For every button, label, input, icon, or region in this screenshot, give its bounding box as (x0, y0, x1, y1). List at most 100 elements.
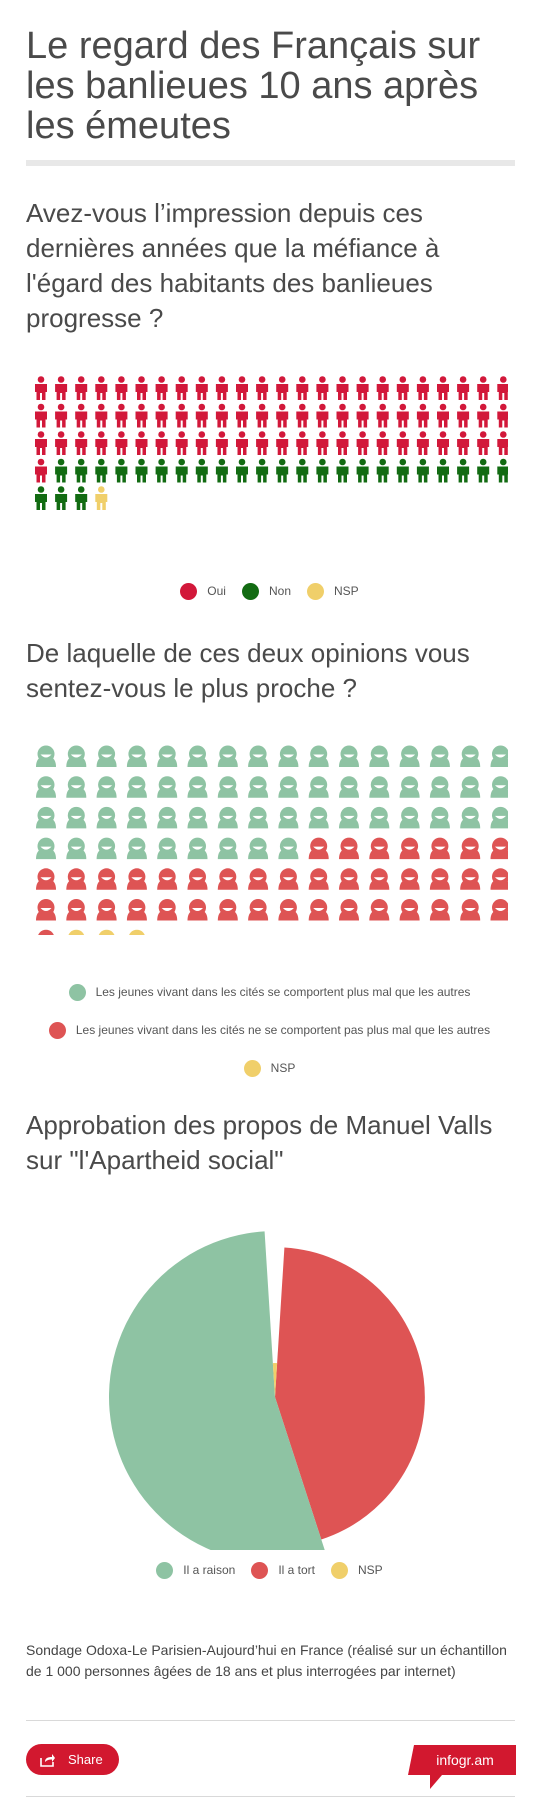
smiley-icon (339, 776, 359, 798)
smiley-icon (217, 899, 238, 921)
smiley-icon (217, 806, 238, 829)
smiley-icon (248, 899, 269, 921)
person-icon (336, 458, 349, 483)
person-icon (416, 431, 429, 455)
smiley-icon (490, 776, 508, 798)
smiley-icon (187, 837, 208, 860)
smiley-icon (187, 868, 208, 890)
smiley-icon (217, 776, 238, 798)
smiley-icon (129, 929, 145, 935)
smiley-icon (399, 745, 420, 767)
smiley-icon (429, 899, 450, 921)
smiley-icon (126, 776, 147, 798)
legend-item-nsp3: NSP (331, 1561, 383, 1579)
person-icon (195, 431, 208, 455)
legend-item-nsp: NSP (307, 582, 359, 600)
person-icon (35, 431, 47, 455)
person-icon (35, 376, 47, 400)
person-icon (215, 403, 228, 428)
legend-swatch-nsp2 (243, 1059, 261, 1077)
person-icon (396, 431, 409, 455)
person-icon (75, 376, 88, 400)
smiley-icon (248, 806, 269, 829)
smiley-icon (96, 806, 117, 829)
smiley-icon (217, 868, 238, 890)
person-icon (336, 376, 349, 400)
smiley-icon (429, 837, 450, 860)
person-icon (376, 458, 389, 483)
legend-item-pas-plus-mal: Les jeunes vivant dans les cités ne se c… (48, 1021, 490, 1039)
smiley-icon (157, 745, 178, 767)
person-icon (95, 431, 108, 455)
smiley-icon (460, 806, 481, 829)
smiley-icon (66, 868, 87, 890)
person-icon (35, 458, 47, 483)
smiley-icon (399, 868, 420, 890)
person-icon (336, 403, 349, 428)
person-icon (457, 403, 470, 428)
share-button[interactable]: Share (26, 1744, 119, 1775)
smiley-icon (278, 776, 299, 798)
person-icon (316, 431, 329, 455)
smiley-icon (429, 806, 450, 829)
legend-swatch-non (241, 582, 259, 600)
person-icon (256, 431, 269, 455)
person-icon (115, 376, 128, 400)
smiley-icon (38, 929, 54, 935)
smiley-icon (460, 745, 481, 767)
legend-swatch-plus-mal (68, 983, 86, 1001)
legend-item-plus-mal: Les jeunes vivant dans les cités se comp… (68, 983, 470, 1001)
smiley-icon (278, 868, 299, 890)
person-icon (215, 458, 228, 483)
smiley-icon (278, 745, 299, 767)
smiley-icon (157, 837, 178, 860)
person-icon (256, 376, 269, 400)
person-icon (396, 376, 409, 400)
person-icon (236, 403, 248, 428)
legend-item-tort: Il a tort (251, 1561, 315, 1579)
person-icon (95, 403, 108, 428)
smiley-icon (429, 745, 450, 767)
footer-divider-top (26, 1720, 515, 1721)
smiley-icon (308, 837, 329, 860)
smiley-icon (126, 745, 147, 767)
person-icon (276, 458, 289, 483)
smiley-icon (36, 776, 56, 798)
person-icon (55, 458, 68, 483)
person-icon (316, 403, 329, 428)
person-icon (477, 431, 490, 455)
smiley-icon (96, 899, 117, 921)
person-icon (215, 431, 228, 455)
person-icon (416, 376, 429, 400)
person-icon (356, 403, 369, 428)
smiley-icon (187, 806, 208, 829)
smiley-icon (339, 837, 359, 860)
chart1-pictogram (35, 376, 508, 510)
smiley-icon (460, 776, 481, 798)
person-icon (356, 431, 369, 455)
smiley-icon (68, 929, 85, 935)
person-icon (95, 458, 108, 483)
infogram-logo[interactable]: infogr.am (408, 1745, 516, 1789)
smiley-icon (490, 868, 508, 890)
legend-item-non: Non (241, 582, 291, 600)
smiley-icon (399, 776, 420, 798)
person-icon (296, 376, 309, 400)
chart3-pie (109, 1231, 425, 1550)
person-icon (55, 403, 68, 428)
person-icon (236, 376, 248, 400)
chart3-title: Approbation des propos de Manuel Valls s… (26, 1110, 493, 1175)
pie-slice-tort (275, 1247, 425, 1540)
person-icon (35, 403, 47, 428)
person-icon (316, 458, 329, 483)
smiley-icon (96, 745, 117, 767)
person-icon (376, 403, 389, 428)
person-icon (276, 376, 289, 400)
person-icon (416, 403, 429, 428)
person-icon (195, 376, 208, 400)
smiley-icon (339, 899, 359, 921)
smiley-icon (66, 899, 87, 921)
person-icon (457, 376, 470, 400)
person-icon (155, 376, 168, 400)
smiley-icon (187, 745, 208, 767)
